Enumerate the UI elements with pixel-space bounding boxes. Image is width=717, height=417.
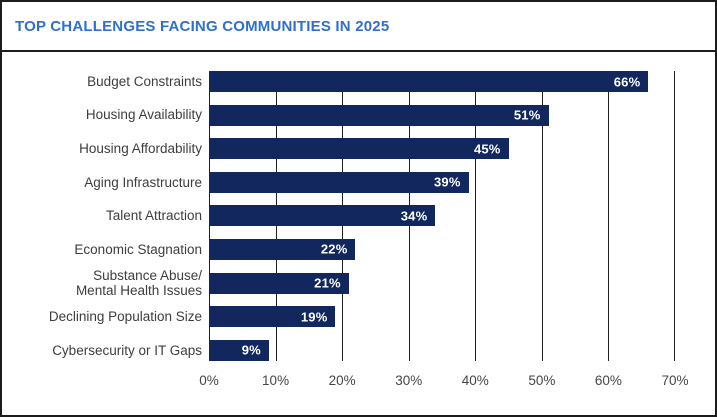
bar-row: 9% [209,339,675,361]
bar: 21% [209,272,349,294]
gridline [475,71,477,361]
gridline [608,71,610,361]
x-axis-ticks: 0% 10% 20% 30% 40% 50% 60% 70% [199,373,688,393]
x-tick-label: 10% [262,373,290,388]
bar: 66% [209,71,649,92]
bar-value-label: 21% [314,275,341,291]
category-label: Aging Infrastructure [84,174,202,190]
gridline [674,71,675,361]
gridline [541,71,543,361]
category-label: Budget Constraints [87,73,202,89]
category-label: Declining Population Size [48,308,202,324]
x-tick-label: 50% [528,373,556,388]
category-label-row: Economic Stagnation [2,239,202,260]
category-label-row: Talent Attraction [2,205,202,226]
bar-value-label: 19% [300,309,328,325]
bar: 45% [209,138,509,160]
category-label: Talent Attraction [105,208,202,224]
bar-value-label: 45% [473,141,501,157]
x-tick-label: 70% [661,373,689,388]
bar: 9% [209,339,269,361]
x-tick-label: 60% [594,373,622,388]
category-label-row: Budget Constraints [2,71,202,92]
chart-header: TOP CHALLENGES FACING COMMUNITIES IN 202… [2,2,715,52]
category-label-row: Declining Population Size [2,306,202,327]
bar-value-label: 66% [613,74,641,89]
bar-row: 19% [209,306,675,328]
category-label-row: Aging Infrastructure [2,172,202,193]
category-label-row: Cybersecurity or IT Gaps [2,340,202,361]
bar-row: 22% [209,238,675,260]
bar-value-label: 9% [241,342,261,358]
bar: 34% [209,205,436,227]
bar: 51% [209,104,549,126]
category-label: Housing Availability [85,107,202,123]
bar-value-label: 34% [400,208,428,224]
category-labels-column: Budget Constraints Housing Availability Ho… [2,71,202,361]
bar-row: 39% [209,171,675,193]
bar-row: 51% [209,104,675,126]
bar: 22% [209,238,356,260]
chart-title: TOP CHALLENGES FACING COMMUNITIES IN 202… [15,17,390,35]
bar: 39% [209,171,469,193]
plot-area: 66% 51% 45% 39% 34% 22% 21% 19% 9% [209,71,675,361]
bar-row: 45% [209,138,675,160]
x-tick-label: 40% [461,373,489,388]
category-label-row: Housing Availability [2,105,202,126]
category-label: Substance Abuse/ Mental Health Issues [75,267,202,299]
bar-value-label: 51% [513,107,541,123]
bar-row: 34% [209,205,675,227]
bar-row: 66% [209,71,675,92]
category-label-row: Housing Affordability [2,138,202,159]
bar-row: 21% [209,272,675,294]
bar-value-label: 22% [320,241,348,257]
category-label-row: Substance Abuse/ Mental Health Issues [2,268,202,299]
bar-value-label: 39% [434,174,461,190]
category-label: Housing Affordability [79,140,202,156]
category-label: Economic Stagnation [74,241,202,257]
x-tick-label: 0% [199,373,219,388]
category-label: Cybersecurity or IT Gaps [52,342,202,358]
x-tick-label: 20% [328,373,356,388]
x-tick-label: 30% [395,373,423,388]
bar: 19% [209,306,336,328]
